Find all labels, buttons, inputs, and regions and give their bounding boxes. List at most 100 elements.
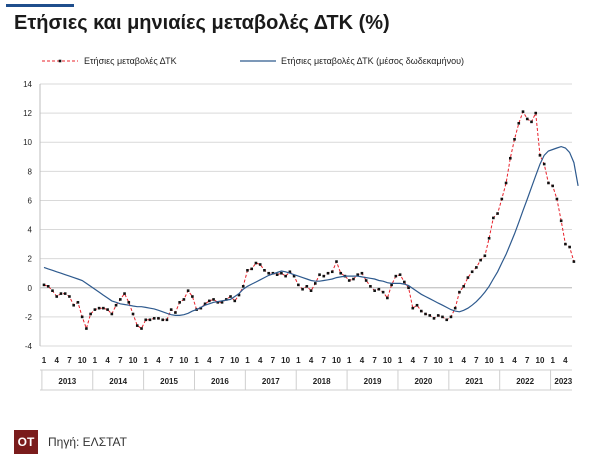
series-point bbox=[203, 302, 207, 306]
series-point bbox=[555, 197, 559, 201]
x-tick-label: 10 bbox=[78, 356, 87, 365]
series-point bbox=[305, 285, 309, 288]
series-point bbox=[220, 301, 224, 304]
series-point bbox=[254, 261, 258, 265]
y-tick-label: 8 bbox=[28, 167, 33, 176]
series-point bbox=[174, 311, 177, 314]
series-line-average bbox=[43, 145, 579, 316]
series-point bbox=[381, 290, 385, 294]
series-point bbox=[470, 270, 474, 274]
x-tick-label: 7 bbox=[271, 356, 276, 365]
series-point bbox=[309, 289, 313, 292]
series-point bbox=[428, 314, 432, 317]
series-point bbox=[441, 315, 444, 319]
series-point bbox=[46, 285, 50, 288]
x-tick-label: 7 bbox=[423, 356, 428, 365]
series-point bbox=[199, 306, 203, 310]
x-tick-label: 4 bbox=[309, 356, 314, 365]
x-tick-label: 10 bbox=[434, 356, 443, 365]
x-tick-label: 4 bbox=[563, 356, 568, 365]
x-tick-label: 10 bbox=[281, 356, 290, 365]
series-point bbox=[424, 312, 427, 316]
series-point bbox=[131, 312, 135, 316]
series-point bbox=[398, 273, 402, 276]
year-label: 2013 bbox=[58, 377, 76, 386]
x-tick-label: 7 bbox=[372, 356, 377, 365]
series-point bbox=[462, 285, 465, 288]
series-point bbox=[85, 327, 88, 330]
series-point bbox=[224, 298, 228, 301]
y-tick-label: 14 bbox=[23, 80, 32, 89]
year-label: 2020 bbox=[414, 377, 432, 386]
year-label: 2015 bbox=[160, 377, 178, 386]
x-tick-label: 10 bbox=[230, 356, 239, 365]
x-tick-label: 10 bbox=[536, 356, 545, 365]
series-point bbox=[250, 267, 254, 271]
series-point bbox=[212, 298, 215, 301]
series-point bbox=[191, 295, 194, 298]
series-point bbox=[51, 289, 54, 292]
series-point bbox=[386, 296, 389, 300]
series-point bbox=[208, 299, 211, 303]
series-point bbox=[407, 286, 410, 290]
series-point bbox=[157, 317, 160, 320]
series-point bbox=[360, 271, 364, 275]
x-tick-label: 7 bbox=[220, 356, 225, 365]
series-point bbox=[449, 315, 453, 319]
series-point bbox=[114, 303, 118, 307]
series-point bbox=[89, 312, 92, 316]
x-tick-label: 7 bbox=[118, 356, 123, 365]
series-point bbox=[479, 258, 482, 262]
x-tick-label: 7 bbox=[169, 356, 174, 365]
series-point bbox=[453, 306, 457, 310]
series-point bbox=[347, 279, 351, 282]
series-point bbox=[572, 260, 576, 263]
series-point bbox=[538, 154, 542, 157]
series-point bbox=[292, 274, 296, 278]
series-point bbox=[97, 306, 101, 310]
x-tick-label: 1 bbox=[93, 356, 98, 365]
brand-logo: ΟΤ bbox=[14, 430, 38, 454]
x-tick-label: 4 bbox=[512, 356, 517, 365]
series-point bbox=[288, 270, 292, 274]
series-point bbox=[258, 263, 262, 266]
series-point bbox=[42, 283, 46, 287]
series-point bbox=[55, 295, 59, 298]
series-point bbox=[237, 293, 241, 297]
series-point bbox=[267, 271, 270, 275]
series-point bbox=[148, 318, 152, 322]
series-point bbox=[123, 292, 126, 295]
year-label: 2018 bbox=[313, 377, 331, 386]
x-tick-label: 1 bbox=[550, 356, 555, 365]
series-point bbox=[80, 315, 84, 319]
series-point bbox=[364, 279, 368, 282]
x-tick-label: 4 bbox=[156, 356, 161, 365]
series-point bbox=[394, 274, 398, 278]
legend-label-annual: Ετήσιες μεταβολές ΔΤΚ bbox=[84, 56, 177, 66]
series-point bbox=[530, 120, 533, 124]
series-point bbox=[559, 219, 563, 223]
series-point bbox=[483, 254, 487, 258]
x-tick-label: 1 bbox=[245, 356, 250, 365]
series-point bbox=[229, 295, 232, 298]
series-point bbox=[504, 181, 508, 185]
x-tick-label: 7 bbox=[67, 356, 72, 365]
y-tick-label: 10 bbox=[23, 138, 32, 147]
x-tick-label: 7 bbox=[525, 356, 530, 365]
series-point bbox=[568, 245, 571, 249]
series-point bbox=[330, 270, 334, 274]
series-point bbox=[186, 289, 190, 292]
series-point bbox=[335, 260, 338, 263]
series-point bbox=[182, 298, 186, 301]
series-point bbox=[542, 162, 546, 166]
series-point bbox=[318, 273, 321, 276]
series-point bbox=[513, 138, 516, 141]
series-point bbox=[356, 273, 359, 276]
series-point bbox=[216, 301, 220, 304]
series-line-annual bbox=[43, 110, 575, 331]
x-tick-label: 1 bbox=[296, 356, 301, 365]
series-point bbox=[106, 308, 109, 311]
series-point bbox=[436, 314, 440, 317]
series-point bbox=[534, 111, 538, 115]
series-point bbox=[475, 266, 478, 269]
